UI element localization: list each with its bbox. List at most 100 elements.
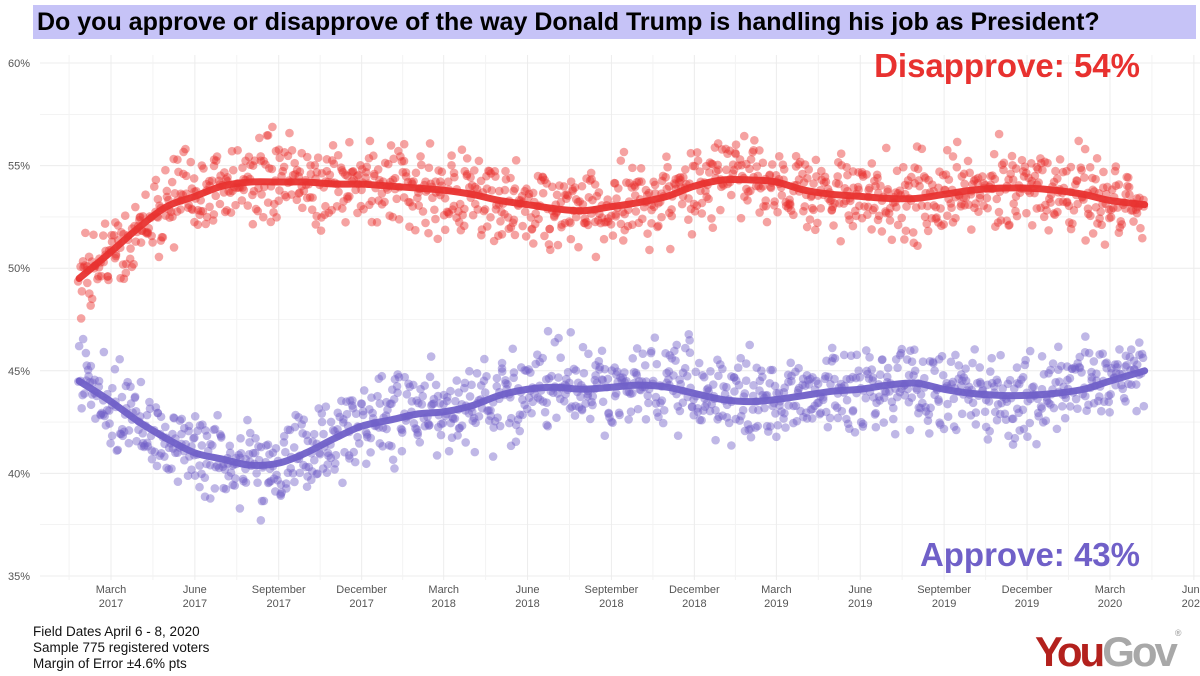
disapprove-poll-point xyxy=(965,168,975,178)
y-tick-label: 50% xyxy=(8,263,30,275)
approve-poll-point xyxy=(1135,350,1144,360)
approve-poll-point xyxy=(585,414,595,424)
disapprove-poll-point xyxy=(238,163,247,173)
disapprove-poll-point xyxy=(611,210,620,219)
disapprove-poll-point xyxy=(510,230,520,240)
approve-poll-point xyxy=(863,369,872,379)
disapprove-poll-point xyxy=(220,168,229,177)
disapprove-poll-point xyxy=(867,159,877,168)
approve-poll-point xyxy=(640,361,650,370)
approve-poll-point xyxy=(351,409,361,418)
disapprove-poll-point xyxy=(345,137,354,147)
approve-poll-point xyxy=(213,410,222,420)
disapprove-poll-point xyxy=(153,194,163,204)
approve-poll-point xyxy=(956,370,966,379)
disapprove-poll-point xyxy=(1062,166,1071,176)
approve-poll-point xyxy=(591,361,600,370)
disapprove-poll-point xyxy=(135,213,145,222)
x-tick-label: March xyxy=(761,584,792,596)
approve-poll-point xyxy=(758,372,767,382)
approve-poll-point xyxy=(590,375,600,385)
approve-poll-point xyxy=(1054,365,1063,375)
disapprove-poll-point xyxy=(1093,219,1102,228)
approve-poll-point xyxy=(90,375,99,385)
approve-poll-point xyxy=(342,409,352,419)
disapprove-poll-point xyxy=(603,214,613,223)
disapprove-poll-point xyxy=(405,198,415,207)
disapprove-poll-point xyxy=(306,169,316,179)
disapprove-poll-point xyxy=(299,186,309,196)
approve-poll-point xyxy=(926,403,935,413)
disapprove-poll-point xyxy=(707,159,716,168)
approve-poll-point xyxy=(823,422,833,432)
disapprove-poll-point xyxy=(562,194,571,203)
disapprove-poll-point xyxy=(786,206,796,215)
approve-poll-point xyxy=(326,453,336,463)
approve-poll-point xyxy=(713,355,722,365)
disapprove-poll-point xyxy=(927,213,936,223)
approve-poll-point xyxy=(397,428,407,437)
disapprove-poll-point xyxy=(897,213,907,223)
approve-poll-point xyxy=(1075,352,1085,362)
approve-poll-point xyxy=(802,414,812,423)
disapprove-poll-point xyxy=(447,160,456,170)
disapprove-poll-point xyxy=(713,139,723,148)
approve-label: Approve: 43% xyxy=(920,536,1140,573)
disapprove-poll-point xyxy=(1027,159,1036,168)
approve-poll-point xyxy=(1032,439,1041,449)
approve-poll-point xyxy=(1121,362,1130,371)
approve-poll-point xyxy=(236,434,245,443)
disapprove-poll-point xyxy=(937,221,946,231)
approve-poll-point xyxy=(483,406,492,416)
approve-poll-point xyxy=(579,368,589,378)
approve-poll-point xyxy=(591,371,600,380)
disapprove-poll-point xyxy=(1008,175,1018,184)
approve-poll-point xyxy=(269,474,279,483)
disapprove-poll-point xyxy=(675,173,685,182)
approve-poll-point xyxy=(497,364,507,373)
approve-poll-point xyxy=(566,327,576,337)
approve-poll-point xyxy=(703,384,713,393)
disapprove-poll-point xyxy=(1058,167,1068,177)
approve-poll-point xyxy=(1113,359,1122,369)
disapprove-poll-point xyxy=(563,191,573,200)
disapprove-poll-point xyxy=(447,151,456,160)
approve-poll-point xyxy=(393,388,402,397)
approve-poll-point xyxy=(1084,400,1093,410)
disapprove-poll-point xyxy=(628,220,637,229)
approve-poll-point xyxy=(1046,365,1055,375)
disapprove-poll-point xyxy=(817,166,826,176)
disapprove-poll-point xyxy=(1011,164,1021,173)
approve-poll-point xyxy=(987,378,997,388)
approve-poll-point xyxy=(392,381,402,391)
disapprove-poll-point xyxy=(936,204,945,213)
disapprove-poll-point xyxy=(343,192,352,201)
approve-poll-point xyxy=(714,371,723,381)
approve-poll-point xyxy=(511,437,521,447)
approve-poll-point xyxy=(405,382,415,392)
disapprove-poll-point xyxy=(263,131,273,140)
approve-poll-point xyxy=(295,468,305,478)
approve-poll-point xyxy=(495,421,505,431)
disapprove-poll-point xyxy=(1121,189,1130,199)
approve-poll-point xyxy=(130,393,140,403)
approve-poll-point xyxy=(678,398,688,407)
approve-poll-point xyxy=(257,496,267,506)
disapprove-poll-point xyxy=(484,166,493,176)
disapprove-poll-point xyxy=(248,161,258,170)
disapprove-poll-point xyxy=(211,191,221,201)
disapprove-poll-point xyxy=(327,205,336,215)
disapprove-poll-point xyxy=(881,208,891,218)
disapprove-poll-point xyxy=(365,200,374,210)
approve-poll-point xyxy=(407,397,417,406)
approve-poll-point xyxy=(762,421,772,431)
approve-poll-point xyxy=(324,451,333,460)
approve-poll-point xyxy=(598,375,607,385)
disapprove-poll-point xyxy=(802,222,812,232)
approve-poll-point xyxy=(197,441,207,450)
approve-poll-point xyxy=(74,341,84,351)
approve-poll-point xyxy=(821,371,830,381)
approve-poll-point xyxy=(740,389,750,398)
approve-poll-point xyxy=(373,391,382,401)
disapprove-poll-point xyxy=(522,184,531,194)
